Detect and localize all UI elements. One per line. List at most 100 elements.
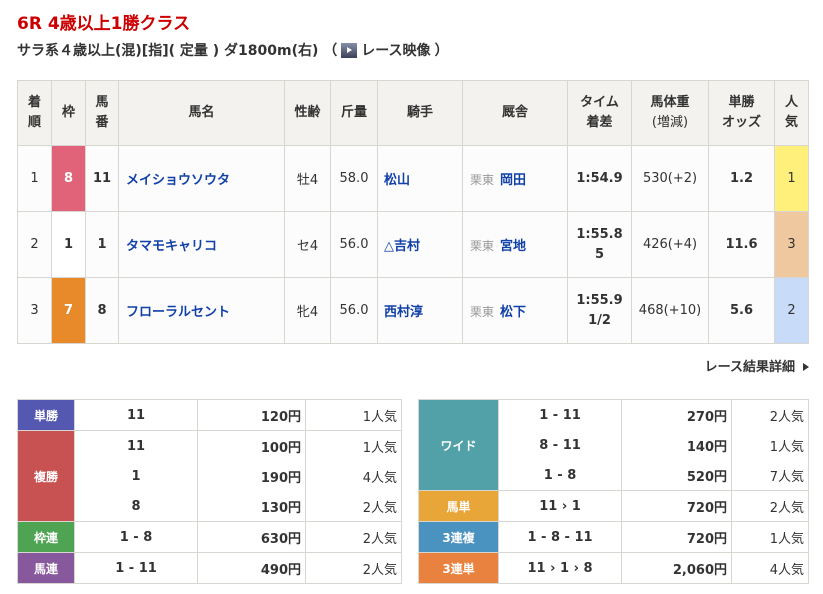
header-line: タイム bbox=[580, 95, 619, 110]
header-line: 騎手 bbox=[406, 105, 433, 120]
payout-amount: 490円 bbox=[197, 552, 306, 584]
jockey-cell: △吉村 bbox=[377, 211, 463, 278]
time-margin: 1:55.9 1/2 bbox=[567, 277, 632, 344]
payout-popularity: 2人気 bbox=[305, 521, 402, 553]
payout-combination: 1 - 8 bbox=[498, 460, 622, 491]
payout-amount: 2,060円 bbox=[621, 552, 732, 584]
frame-number: 7 bbox=[51, 277, 86, 344]
payout-amount: 720円 bbox=[621, 490, 732, 522]
video-icon[interactable] bbox=[341, 42, 358, 58]
trainer-cell: 栗東 宮地 bbox=[462, 211, 568, 278]
horse-number: 8 bbox=[85, 277, 119, 344]
header-line: 番 bbox=[95, 115, 109, 130]
payout-type-0: ワイド bbox=[418, 399, 499, 491]
payout-amount: 630円 bbox=[197, 521, 306, 553]
payout-type-1: 複勝 bbox=[17, 430, 75, 522]
horse-name-link[interactable]: メイショウソウタ bbox=[126, 173, 231, 188]
popularity: 3 bbox=[774, 211, 809, 278]
header-line: 馬体重 bbox=[650, 95, 690, 110]
payout-combination: 11 bbox=[74, 430, 198, 461]
payout-combination: 8 - 11 bbox=[498, 430, 622, 460]
payout-popularity: 4人気 bbox=[731, 552, 809, 584]
header-line: 順 bbox=[27, 115, 41, 130]
rank: 3 bbox=[17, 277, 52, 344]
payout-row: 複勝 11 100円 1人気 bbox=[17, 430, 402, 522]
header-line: 斤量 bbox=[340, 105, 367, 120]
rank: 2 bbox=[17, 211, 52, 278]
payout-combination: 11 bbox=[74, 399, 198, 431]
trainer-link[interactable]: 宮地 bbox=[500, 239, 527, 254]
payout-row: 馬連 1 - 11 490円 2人気 bbox=[17, 552, 402, 584]
payout-row: 1 - 8 520円 7人気 bbox=[419, 460, 809, 491]
jockey-link[interactable]: 西村淳 bbox=[384, 305, 424, 320]
payout-amount: 100円 bbox=[197, 430, 306, 461]
finish-time: 1:54.9 bbox=[576, 170, 623, 186]
payout-type-2: 枠連 bbox=[17, 521, 75, 553]
horse-number: 1 bbox=[85, 211, 119, 278]
payout-combination: 8 bbox=[74, 491, 198, 522]
payout-type-1: 馬単 bbox=[418, 490, 499, 522]
payout-combination: 1 - 11 bbox=[498, 399, 622, 430]
time-margin: 1:55.8 5 bbox=[567, 211, 632, 278]
payout-combination: 11 › 1 bbox=[498, 490, 622, 522]
payout-amount: 130円 bbox=[197, 491, 306, 522]
payout-row: 8 130円 2人気 bbox=[18, 491, 402, 522]
jockey-link[interactable]: △吉村 bbox=[384, 239, 420, 254]
body-weight: 530(+2) bbox=[631, 145, 709, 212]
payout-popularity: 4人気 bbox=[305, 461, 402, 491]
race-conditions: サラ系４歳以上(混)[指]( 定量 ) ダ1800m(右) （ レース映像 ） bbox=[17, 40, 449, 60]
horse-number: 11 bbox=[85, 145, 119, 212]
payout-popularity: 1人気 bbox=[305, 430, 402, 461]
margin: 1/2 bbox=[588, 312, 611, 328]
jockey-cell: 松山 bbox=[377, 145, 463, 212]
trainer-link[interactable]: 岡田 bbox=[500, 173, 527, 188]
payout-popularity: 1人気 bbox=[731, 521, 809, 553]
race-video-link[interactable]: レース映像 bbox=[361, 43, 431, 59]
payout-row: 馬単 11 › 1 720円 2人気 bbox=[418, 490, 809, 522]
trainer-cell: 栗東 松下 bbox=[462, 277, 568, 344]
payout-combination: 1 - 11 bbox=[74, 552, 198, 584]
jockey-link[interactable]: 松山 bbox=[384, 173, 411, 188]
header-line: (増減) bbox=[651, 115, 689, 130]
payout-row: 3連単 11 › 1 › 8 2,060円 4人気 bbox=[418, 552, 809, 584]
win-odds: 1.2 bbox=[708, 145, 775, 212]
column-header: タイム 着差 bbox=[567, 80, 632, 146]
trainer-link[interactable]: 松下 bbox=[500, 305, 527, 320]
trainer-region: 栗東 bbox=[470, 173, 495, 187]
payout-amount: 270円 bbox=[621, 399, 732, 430]
payout-combination: 1 - 8 bbox=[74, 521, 198, 553]
column-header: 人気 bbox=[774, 80, 809, 146]
header-line: 馬 bbox=[95, 95, 109, 110]
header-line: 着差 bbox=[586, 115, 613, 130]
horse-name-link[interactable]: タマモキャリコ bbox=[126, 239, 218, 254]
column-header: 馬番 bbox=[85, 80, 119, 146]
payout-amount: 190円 bbox=[197, 461, 306, 491]
payout-table-left: 単勝 11 120円 1人気 複勝 11 100円 1人気 1 190円 4人気 8 130円 2人気 枠連… bbox=[17, 399, 402, 584]
horse-name-link[interactable]: フローラルセント bbox=[126, 305, 231, 320]
payout-type-3: 3連単 bbox=[418, 552, 499, 584]
carried-weight: 56.0 bbox=[330, 277, 378, 344]
horse-name-cell: タマモキャリコ bbox=[118, 211, 285, 278]
result-row: 2 1 1 タマモキャリコ セ4 56.0 △吉村 栗東 宮地 1:55.8 5 426(+4) 11.… bbox=[17, 211, 809, 278]
payout-row: 3連複 1 - 8 - 11 720円 1人気 bbox=[418, 521, 809, 553]
finish-time: 1:55.9 bbox=[576, 292, 623, 308]
column-header: 性齢 bbox=[284, 80, 331, 146]
column-header: 枠 bbox=[51, 80, 86, 146]
race-detail-link[interactable]: レース結果詳細 bbox=[705, 356, 809, 375]
rank: 1 bbox=[17, 145, 52, 212]
payout-amount: 720円 bbox=[621, 521, 732, 553]
header-line: 単勝 bbox=[728, 95, 755, 110]
column-header: 単勝 オッズ bbox=[708, 80, 775, 146]
trainer-cell: 栗東 岡田 bbox=[462, 145, 568, 212]
race-title: 6R 4歳以上1勝クラス bbox=[17, 14, 191, 34]
payout-combination: 1 bbox=[74, 461, 198, 491]
header-line: 着 bbox=[27, 95, 41, 110]
sex-age: セ4 bbox=[284, 211, 331, 278]
sex-age: 牝4 bbox=[284, 277, 331, 344]
frame-number: 8 bbox=[51, 145, 86, 212]
popularity: 1 bbox=[774, 145, 809, 212]
sex-age: 牡4 bbox=[284, 145, 331, 212]
horse-name-cell: フローラルセント bbox=[118, 277, 285, 344]
frame-number: 1 bbox=[51, 211, 86, 278]
result-row: 3 7 8 フローラルセント 牝4 56.0 西村淳 栗東 松下 1:55.9 1/2 468(+10… bbox=[17, 277, 809, 344]
